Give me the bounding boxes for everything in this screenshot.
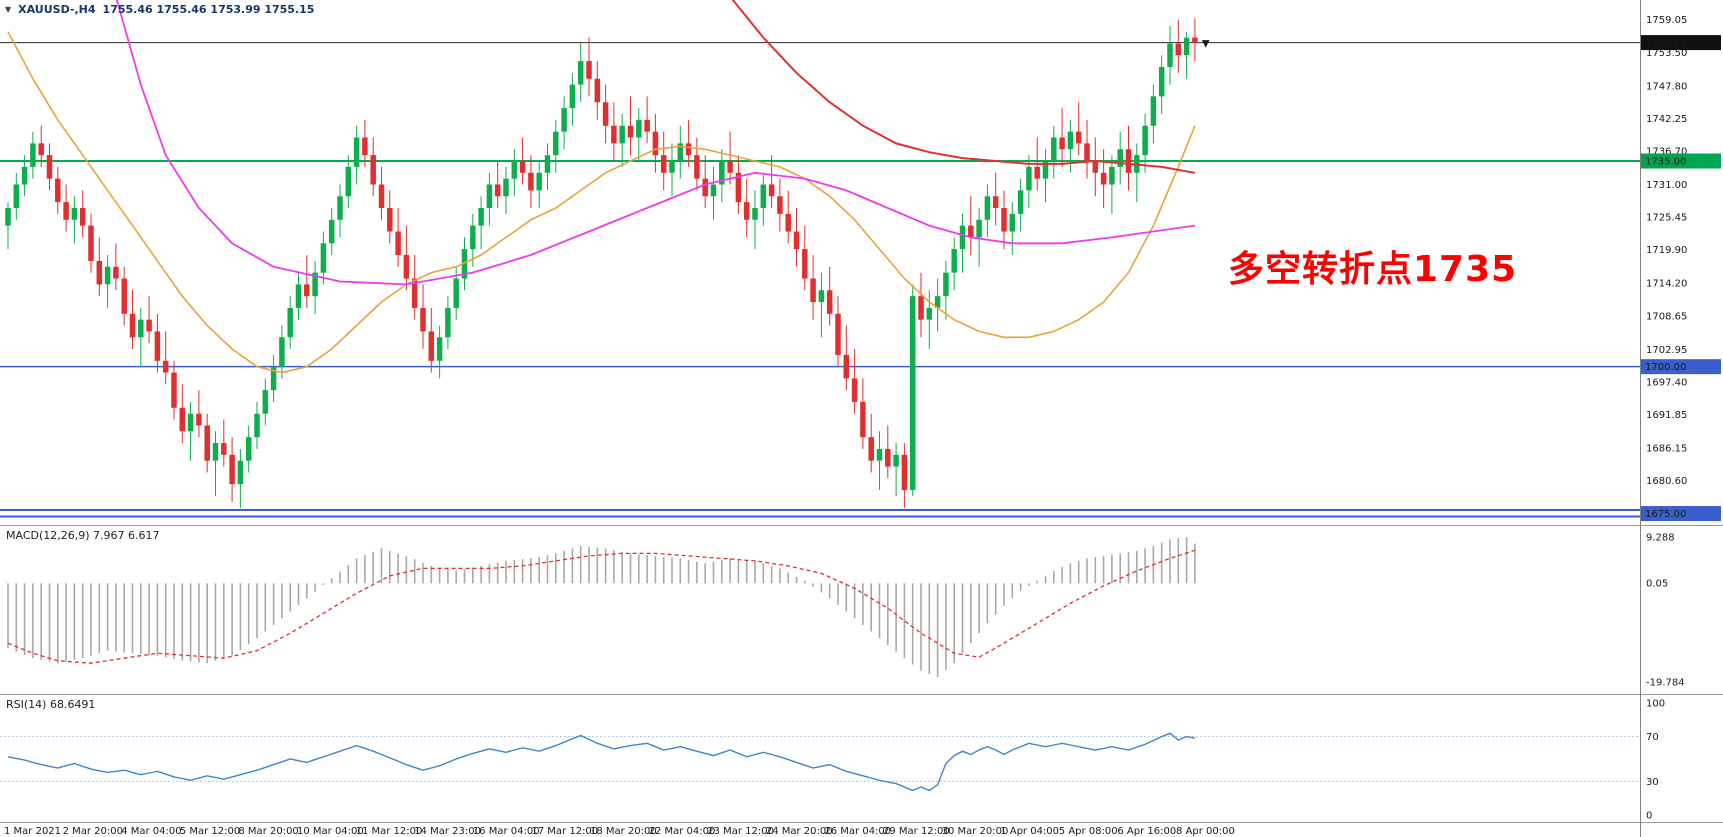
svg-text:1697.40: 1697.40 xyxy=(1646,377,1687,388)
svg-text:1686.15: 1686.15 xyxy=(1646,444,1687,455)
symbol-timeframe-label: XAUUSD-,H4 xyxy=(18,3,96,16)
macd-indicator-label: MACD(12,26,9) 7.967 6.617 xyxy=(6,529,160,542)
svg-text:24 Mar 20:00: 24 Mar 20:00 xyxy=(766,826,833,837)
svg-text:5 Mar 12:00: 5 Mar 12:00 xyxy=(180,826,240,837)
ma-fast-orange xyxy=(7,31,1196,374)
svg-text:30: 30 xyxy=(1646,777,1659,788)
svg-text:1714.20: 1714.20 xyxy=(1646,279,1687,290)
symbol-dropdown-icon[interactable]: ▼ xyxy=(5,5,12,14)
svg-text:-19.784: -19.784 xyxy=(1646,678,1685,689)
svg-text:1700.00: 1700.00 xyxy=(1645,362,1686,373)
svg-text:8 Apr 00:00: 8 Apr 00:00 xyxy=(1176,826,1235,837)
svg-text:26 Mar 04:00: 26 Mar 04:00 xyxy=(824,826,891,837)
macd-pane-layer[interactable] xyxy=(7,536,1196,678)
svg-text:1725.45: 1725.45 xyxy=(1646,213,1687,224)
svg-text:29 Mar 12:00: 29 Mar 12:00 xyxy=(883,826,950,837)
svg-text:30 Mar 20:00: 30 Mar 20:00 xyxy=(942,826,1009,837)
time-axis[interactable]: 1 Mar 2021 2 Mar 20:004 Mar 04:005 Mar 12… xyxy=(4,826,1235,837)
svg-text:1735.00: 1735.00 xyxy=(1645,157,1686,168)
chart-object-marker: ▼ xyxy=(1202,39,1210,50)
svg-text:1755.15: 1755.15 xyxy=(1645,38,1686,49)
svg-text:10 Mar 04:00: 10 Mar 04:00 xyxy=(297,826,364,837)
ma-slow-red xyxy=(731,0,1196,174)
svg-text:1747.80: 1747.80 xyxy=(1646,81,1687,92)
price-axis[interactable]: 1759.05 1753.50 1747.80 1742.25 1736.70 1731.… xyxy=(1646,15,1687,821)
svg-text:9.288: 9.288 xyxy=(1646,533,1675,544)
ma-mid-magenta xyxy=(115,0,1196,286)
macd-signal-line xyxy=(7,549,1196,664)
svg-text:8 Mar 20:00: 8 Mar 20:00 xyxy=(238,826,298,837)
svg-text:1 Mar 2021: 1 Mar 2021 xyxy=(4,826,61,837)
chart-title-bar: ▼ XAUUSD-,H4 1755.46 1755.46 1753.99 175… xyxy=(5,3,314,16)
svg-text:1708.65: 1708.65 xyxy=(1646,311,1687,322)
rsi-pane-layer[interactable] xyxy=(0,732,1640,792)
rsi-line xyxy=(7,732,1196,792)
svg-text:1753.50: 1753.50 xyxy=(1646,48,1687,59)
candles-layer[interactable] xyxy=(5,18,1198,508)
svg-text:2 Mar 20:00: 2 Mar 20:00 xyxy=(63,826,123,837)
pivot-annotation-text: 多空转折点1735 xyxy=(1228,249,1518,290)
moving-averages-layer xyxy=(7,0,1196,374)
svg-text:1675.00: 1675.00 xyxy=(1645,509,1686,520)
svg-text:100: 100 xyxy=(1646,699,1665,710)
svg-text:17 Mar 12:00: 17 Mar 12:00 xyxy=(531,826,598,837)
svg-text:11 Mar 12:00: 11 Mar 12:00 xyxy=(356,826,423,837)
svg-text:70: 70 xyxy=(1646,732,1659,743)
svg-text:22 Mar 04:00: 22 Mar 04:00 xyxy=(649,826,716,837)
svg-text:1680.60: 1680.60 xyxy=(1646,476,1687,487)
svg-text:1 Apr 04:00: 1 Apr 04:00 xyxy=(1000,826,1059,837)
svg-text:1742.25: 1742.25 xyxy=(1646,114,1687,125)
svg-text:16 Mar 04:00: 16 Mar 04:00 xyxy=(473,826,540,837)
price-tags-layer: 1755.15 1735.00 1700.00 1675.00 xyxy=(1641,35,1721,522)
svg-text:▼: ▼ xyxy=(1202,39,1210,50)
svg-text:0.05: 0.05 xyxy=(1646,579,1668,590)
svg-text:1736.70: 1736.70 xyxy=(1646,147,1687,158)
svg-text:18 Mar 20:00: 18 Mar 20:00 xyxy=(590,826,657,837)
svg-text:6 Apr 16:00: 6 Apr 16:00 xyxy=(1117,826,1176,837)
svg-text:1719.90: 1719.90 xyxy=(1646,245,1687,256)
svg-text:1702.95: 1702.95 xyxy=(1646,345,1687,356)
ohlc-quote-label: 1755.46 1755.46 1753.99 1755.15 xyxy=(102,3,315,16)
svg-text:5 Apr 08:00: 5 Apr 08:00 xyxy=(1059,826,1118,837)
svg-text:1731.00: 1731.00 xyxy=(1646,180,1687,191)
rsi-indicator-label: RSI(14) 68.6491 xyxy=(6,698,96,711)
svg-text:1759.05: 1759.05 xyxy=(1646,15,1687,26)
svg-text:4 Mar 04:00: 4 Mar 04:00 xyxy=(121,826,181,837)
svg-text:0: 0 xyxy=(1646,811,1652,822)
svg-text:23 Mar 12:00: 23 Mar 12:00 xyxy=(707,826,774,837)
svg-text:1691.85: 1691.85 xyxy=(1646,410,1687,421)
svg-text:14 Mar 23:00: 14 Mar 23:00 xyxy=(414,826,481,837)
